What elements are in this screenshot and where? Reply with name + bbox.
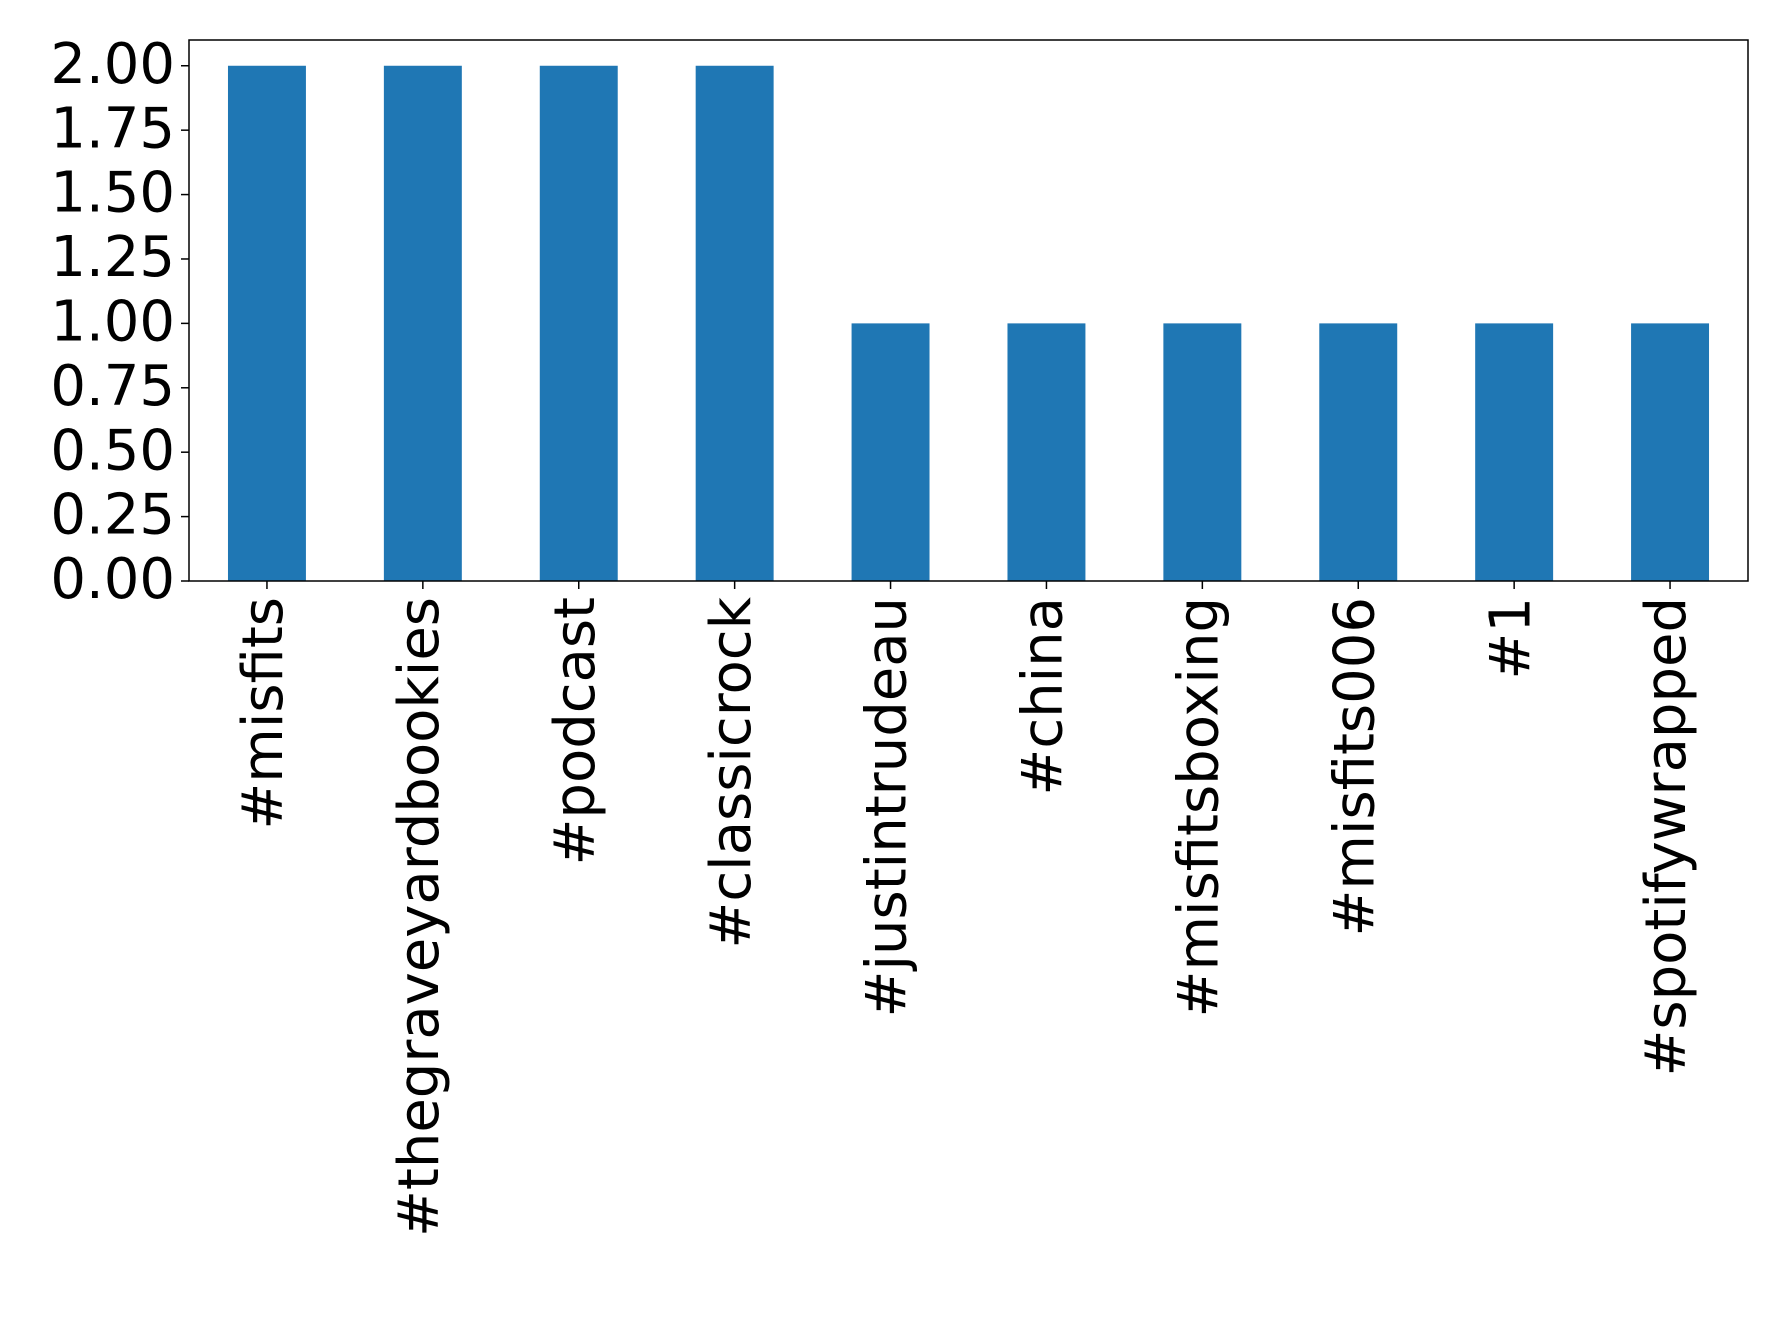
plot-frame — [188, 39, 1749, 582]
bar — [695, 65, 774, 581]
y-tick-label: 2.00 — [50, 32, 175, 97]
x-tick-label: #spotifywrapped — [1634, 597, 1699, 1077]
x-tick-label: #podcast — [543, 597, 608, 866]
bar — [1631, 323, 1710, 581]
y-tick-label: 1.00 — [50, 290, 175, 355]
bar — [1007, 323, 1086, 581]
y-tick-label: 1.75 — [50, 96, 175, 161]
bar — [227, 65, 306, 581]
bar — [1319, 323, 1398, 581]
y-tick-label: 0.25 — [50, 483, 175, 548]
x-tick-label: #china — [1011, 597, 1076, 796]
bar — [539, 65, 618, 581]
bar — [1475, 323, 1554, 581]
y-tick-label: 0.00 — [50, 547, 175, 612]
x-tick-label: #thegraveyardbookies — [387, 597, 452, 1237]
x-tick-label: #misfits006 — [1322, 597, 1387, 937]
bar — [383, 65, 462, 581]
y-tick-label: 1.50 — [50, 161, 175, 226]
y-tick-label: 0.50 — [50, 418, 175, 483]
bar — [851, 323, 930, 581]
x-tick-label: #misfitsboxing — [1166, 597, 1231, 1017]
x-tick-label: #classicrock — [699, 596, 764, 948]
y-tick-label: 0.75 — [50, 354, 175, 419]
x-tick-label: #1 — [1478, 597, 1543, 680]
x-tick-label: #justintrudeau — [855, 597, 920, 1017]
x-tick-label: #misfits — [231, 597, 296, 830]
y-tick-label: 1.25 — [50, 225, 175, 290]
bar — [1163, 323, 1242, 581]
